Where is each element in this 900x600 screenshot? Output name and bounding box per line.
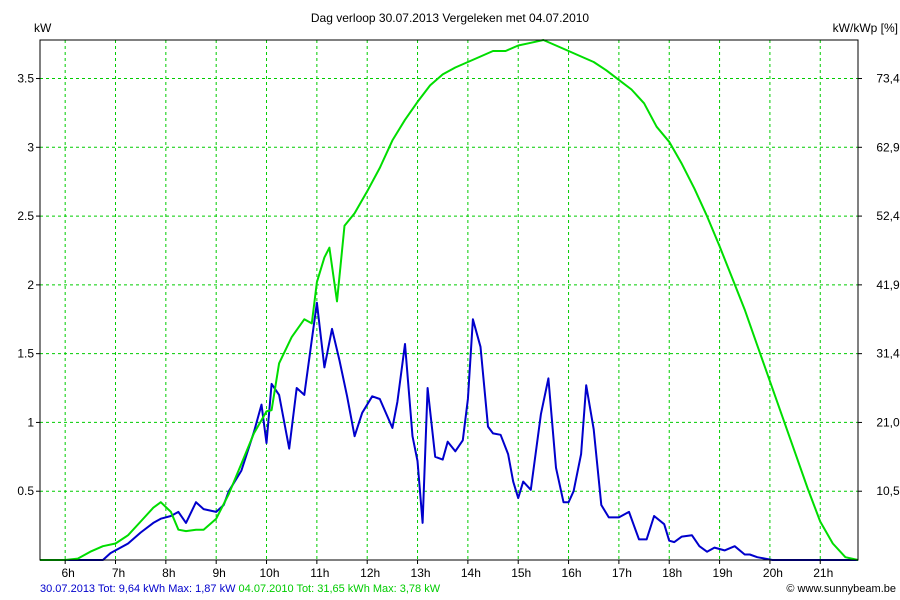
series-line-2 <box>40 39 859 561</box>
x-tick-label: 6h <box>61 566 74 580</box>
plot-background <box>40 40 858 560</box>
x-tick-label: 21h <box>813 566 833 580</box>
y-tick-label-left: 3 <box>27 140 34 154</box>
x-tick-label: 16h <box>562 566 582 580</box>
x-tick-label: 12h <box>360 566 380 580</box>
x-tick-label: 9h <box>213 566 226 580</box>
y-tick-label-right: 10,5 <box>876 484 900 498</box>
y-axis-right-label: kW/kWp [%] <box>833 21 898 35</box>
y-tick-label-left: 1.5 <box>17 347 34 361</box>
y-tick-label-left: 2 <box>27 278 34 292</box>
chart-title: Dag verloop 30.07.2013 Vergeleken met 04… <box>311 11 590 25</box>
x-tick-label: 19h <box>713 566 733 580</box>
y-tick-label-left: 1 <box>27 415 34 429</box>
y-tick-label-right: 52,4 <box>876 209 900 223</box>
y-tick-label-right: 73,4 <box>876 72 900 86</box>
x-tick-label: 11h <box>310 566 329 580</box>
x-tick-label: 17h <box>612 566 632 580</box>
legend-series-2: 04.07.2010 Tot: 31,65 kWh Max: 3,78 kW <box>238 583 441 595</box>
ticks: 6h 7h 8h 9h 10h 11h 12h 13h 14h 15h 16h 17h 18h 19h 20… <box>17 72 900 580</box>
x-tick-label: 15h <box>511 566 531 580</box>
legend-series-1: 30.07.2013 Tot: 9,64 kWh Max: 1,87 kW <box>40 583 236 595</box>
x-tick-label: 13h <box>411 566 431 580</box>
legend: 30.07.2013 Tot: 9,64 kWh Max: 1,87 kW 04… <box>40 583 440 595</box>
x-tick-label: 10h <box>260 566 280 580</box>
y-tick-label-right: 62,9 <box>876 140 900 154</box>
y-tick-label-left: 3.5 <box>17 72 34 86</box>
y-tick-label-left: 2.5 <box>17 209 34 223</box>
x-tick-label: 20h <box>763 566 783 580</box>
x-tick-label: 7h <box>112 566 125 580</box>
y-tick-label-right: 21,0 <box>876 415 900 429</box>
y-tick-label-left: 0.5 <box>17 484 34 498</box>
x-tick-label: 18h <box>662 566 682 580</box>
y-axis-left-label: kW <box>34 21 52 35</box>
x-tick-label: 14h <box>461 566 481 580</box>
y-tick-label-right: 41,9 <box>876 278 900 292</box>
series-layer <box>40 39 859 561</box>
series-line-1 <box>40 301 858 561</box>
copyright: © www.sunnybeam.be <box>786 583 896 595</box>
plot-frame <box>39 39 859 561</box>
x-tick-label: 8h <box>162 566 175 580</box>
y-tick-label-right: 31,4 <box>876 347 900 361</box>
grid <box>40 40 858 560</box>
